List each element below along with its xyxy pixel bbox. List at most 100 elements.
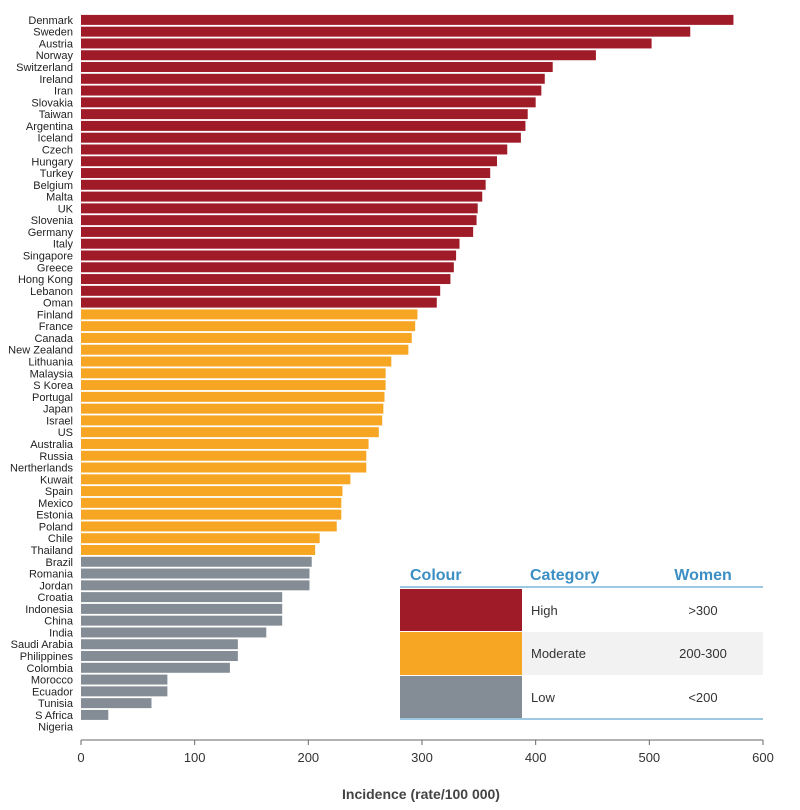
legend-swatch-low	[400, 676, 522, 718]
bar-sweden	[81, 26, 691, 37]
bar-canada	[81, 332, 412, 343]
bar-switzerland	[81, 62, 553, 72]
category-label-morocco: Morocco	[31, 675, 73, 687]
legend-header-category: Category	[530, 567, 599, 584]
bar-australia	[81, 438, 369, 449]
bar-iceland	[81, 132, 521, 143]
x-tick-label-100: 100	[184, 750, 206, 765]
x-axis-title: Incidence (rate/100 000)	[342, 786, 500, 802]
category-label-canada: Canada	[34, 333, 73, 345]
category-label-philippines: Philippines	[20, 651, 74, 663]
category-label-germany: Germany	[28, 227, 74, 239]
category-label-turkey: Turkey	[40, 168, 74, 180]
category-label-uk: UK	[58, 203, 74, 215]
bar-austria	[81, 38, 652, 49]
bar-turkey	[81, 168, 491, 179]
bar-denmark	[81, 14, 734, 25]
category-label-austria: Austria	[39, 38, 74, 50]
bar-hong-kong	[81, 274, 451, 285]
category-label-argentina: Argentina	[26, 121, 74, 133]
bar-singapore	[81, 250, 457, 261]
category-label-france: France	[39, 321, 73, 333]
category-label-belgium: Belgium	[33, 180, 73, 192]
category-label-finland: Finland	[37, 309, 73, 321]
category-label-slovenia: Slovenia	[31, 215, 74, 227]
x-tick-label-500: 500	[638, 750, 660, 765]
category-label-sweden: Sweden	[33, 27, 73, 39]
category-label-romania: Romania	[29, 569, 74, 581]
bar-colombia	[81, 662, 230, 673]
category-label-spain: Spain	[45, 486, 73, 498]
category-label-israel: Israel	[46, 415, 73, 427]
bar-czech	[81, 144, 508, 155]
category-label-lithuania: Lithuania	[28, 357, 74, 369]
legend-women-moderate: 200-300	[679, 646, 727, 661]
bar-philippines	[81, 651, 238, 661]
category-label-norway: Norway	[36, 50, 74, 62]
bar-saudi-arabia	[81, 639, 238, 650]
legend-category-moderate: Moderate	[531, 646, 586, 661]
x-tick-label-200: 200	[297, 750, 319, 765]
legend-header-colour: Colour	[410, 567, 462, 584]
x-tick-label-300: 300	[411, 750, 433, 765]
bar-japan	[81, 403, 384, 414]
category-label-iran: Iran	[54, 86, 73, 98]
bar-china	[81, 615, 283, 626]
category-label-malaysia: Malaysia	[30, 368, 74, 380]
bar-s-africa	[81, 709, 109, 720]
bar-russia	[81, 450, 367, 461]
category-label-iceland: Iceland	[38, 133, 73, 145]
bar-uk	[81, 203, 478, 214]
category-label-taiwan: Taiwan	[39, 109, 73, 121]
bar-romania	[81, 568, 310, 579]
bar-italy	[81, 238, 460, 249]
category-label-chile: Chile	[48, 533, 73, 545]
bar-ireland	[81, 73, 545, 84]
category-label-hong-kong: Hong Kong	[18, 274, 73, 286]
category-label-czech: Czech	[42, 144, 73, 156]
category-label-portugal: Portugal	[32, 392, 73, 404]
bar-brazil	[81, 556, 312, 567]
category-label-australia: Australia	[30, 439, 74, 451]
bar-malaysia	[81, 368, 386, 379]
category-label-tunisia: Tunisia	[38, 698, 74, 710]
category-label-indonesia: Indonesia	[25, 604, 74, 616]
bar-morocco	[81, 674, 168, 685]
category-label-s-korea: S Korea	[33, 380, 74, 392]
category-label-s-africa: S Africa	[35, 710, 74, 722]
category-label-switzerland: Switzerland	[16, 62, 73, 74]
category-label-singapore: Singapore	[23, 250, 73, 262]
bar-nertherlands	[81, 462, 367, 473]
category-label-ireland: Ireland	[39, 74, 73, 86]
bar-s-korea	[81, 380, 386, 391]
category-label-mexico: Mexico	[38, 498, 73, 510]
bar-norway	[81, 50, 596, 61]
bar-chile	[81, 533, 320, 544]
x-tick-label-0: 0	[77, 750, 84, 765]
bar-israel	[81, 415, 383, 426]
category-label-nertherlands: Nertherlands	[10, 463, 73, 475]
bar-taiwan	[81, 109, 528, 120]
bar-spain	[81, 486, 343, 497]
bar-germany	[81, 226, 474, 237]
category-label-slovakia: Slovakia	[31, 97, 73, 109]
bar-mexico	[81, 497, 342, 508]
category-label-estonia: Estonia	[36, 510, 74, 522]
legend-swatch-high	[400, 589, 522, 631]
bar-thailand	[81, 545, 316, 555]
category-label-brazil: Brazil	[45, 557, 73, 569]
category-label-saudi-arabia: Saudi Arabia	[11, 639, 74, 651]
bar-india	[81, 627, 267, 638]
legend-category-low: Low	[531, 690, 555, 705]
category-label-malta: Malta	[46, 192, 74, 204]
category-label-colombia: Colombia	[27, 663, 74, 675]
bar-argentina	[81, 120, 526, 131]
bar-us	[81, 427, 379, 438]
bar-kuwait	[81, 474, 351, 485]
bar-slovenia	[81, 215, 477, 226]
category-label-us: US	[58, 427, 73, 439]
x-axis: 0 100 200 300 400 500 600	[77, 739, 774, 765]
x-tick-label-600: 600	[752, 750, 774, 765]
category-label-kuwait: Kuwait	[40, 474, 73, 486]
